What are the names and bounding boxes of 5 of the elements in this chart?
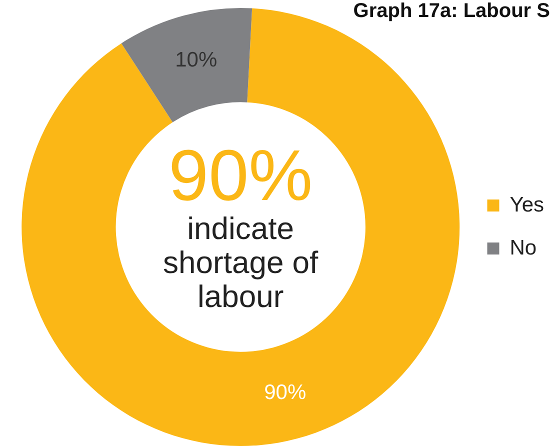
data-label: 10% (175, 48, 218, 72)
chart-title: Graph 17a: Labour S (353, 0, 550, 23)
data-label: 90% (264, 380, 306, 404)
legend-label: No (510, 236, 537, 260)
legend-label: Yes (510, 193, 544, 216)
